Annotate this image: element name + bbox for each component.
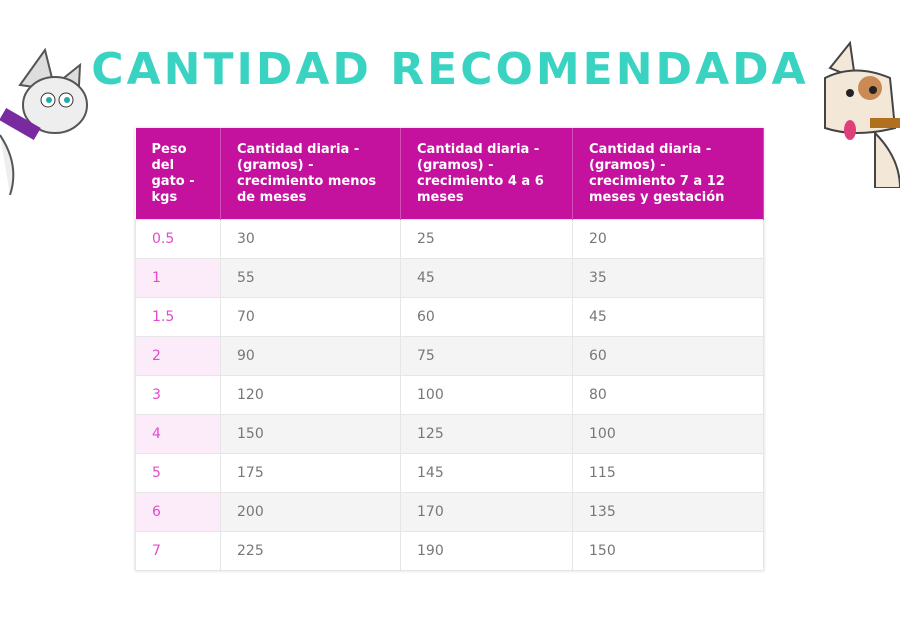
amount-cell: 150 <box>220 414 401 454</box>
amount-cell: 175 <box>220 453 401 493</box>
amount-cell: 150 <box>572 531 764 571</box>
amount-cell: 200 <box>220 492 401 532</box>
column-header: Peso del gato - kgs <box>135 128 221 220</box>
weight-cell: 1.5 <box>135 297 221 337</box>
amount-cell: 225 <box>220 531 401 571</box>
amount-cell: 80 <box>572 375 764 415</box>
amount-cell: 60 <box>572 336 764 376</box>
weight-cell: 7 <box>135 531 221 571</box>
weight-cell: 3 <box>135 375 221 415</box>
weight-cell: 4 <box>135 414 221 454</box>
amount-cell: 20 <box>572 219 764 259</box>
amount-cell: 75 <box>400 336 573 376</box>
amount-cell: 190 <box>400 531 573 571</box>
cat-illustration <box>0 47 88 195</box>
amount-cell: 55 <box>220 258 401 298</box>
amount-cell: 25 <box>400 219 573 259</box>
table-row: 0.5 30 25 20 <box>135 219 764 259</box>
weight-cell: 2 <box>135 336 221 376</box>
table-row: 5 175 145 115 <box>135 453 764 493</box>
table-row: 1 55 45 35 <box>135 258 764 298</box>
table-row: 1.5 70 60 45 <box>135 297 764 337</box>
amount-cell: 70 <box>220 297 401 337</box>
table-row: 2 90 75 60 <box>135 336 764 376</box>
dog-illustration <box>824 40 900 188</box>
amount-cell: 90 <box>220 336 401 376</box>
weight-cell: 5 <box>135 453 221 493</box>
amount-cell: 120 <box>220 375 401 415</box>
amount-cell: 45 <box>400 258 573 298</box>
header-row: Peso del gato - kgs Cantidad diaria - (gr… <box>135 128 764 220</box>
amount-cell: 60 <box>400 297 573 337</box>
table-row: 6 200 170 135 <box>135 492 764 532</box>
amount-cell: 100 <box>572 414 764 454</box>
title: CANTIDAD RECOMENDADA <box>91 44 809 95</box>
table-body: 0.5 30 25 20 1 55 45 35 1.5 70 60 45 2 90 75 60 3 120 100 8… <box>135 219 764 571</box>
amount-cell: 115 <box>572 453 764 493</box>
amount-cell: 45 <box>572 297 764 337</box>
weight-cell: 6 <box>135 492 221 532</box>
column-header: Cantidad diaria - (gramos) - crecimiento… <box>400 128 573 220</box>
table-row: 3 120 100 80 <box>135 375 764 415</box>
amount-cell: 100 <box>400 375 573 415</box>
column-header: Cantidad diaria - (gramos) - crecimiento… <box>220 128 401 220</box>
data-table: Peso del gato - kgs Cantidad diaria - (gr… <box>135 128 764 571</box>
column-header: Cantidad diaria - (gramos) - crecimiento… <box>572 128 764 220</box>
amount-cell: 30 <box>220 219 401 259</box>
table-row: 7 225 190 150 <box>135 531 764 571</box>
table-row: 4 150 125 100 <box>135 414 764 454</box>
amount-cell: 135 <box>572 492 764 532</box>
amount-cell: 125 <box>400 414 573 454</box>
amount-cell: 35 <box>572 258 764 298</box>
amount-cell: 145 <box>400 453 573 493</box>
weight-cell: 1 <box>135 258 221 298</box>
amount-cell: 170 <box>400 492 573 532</box>
weight-cell: 0.5 <box>135 219 221 259</box>
